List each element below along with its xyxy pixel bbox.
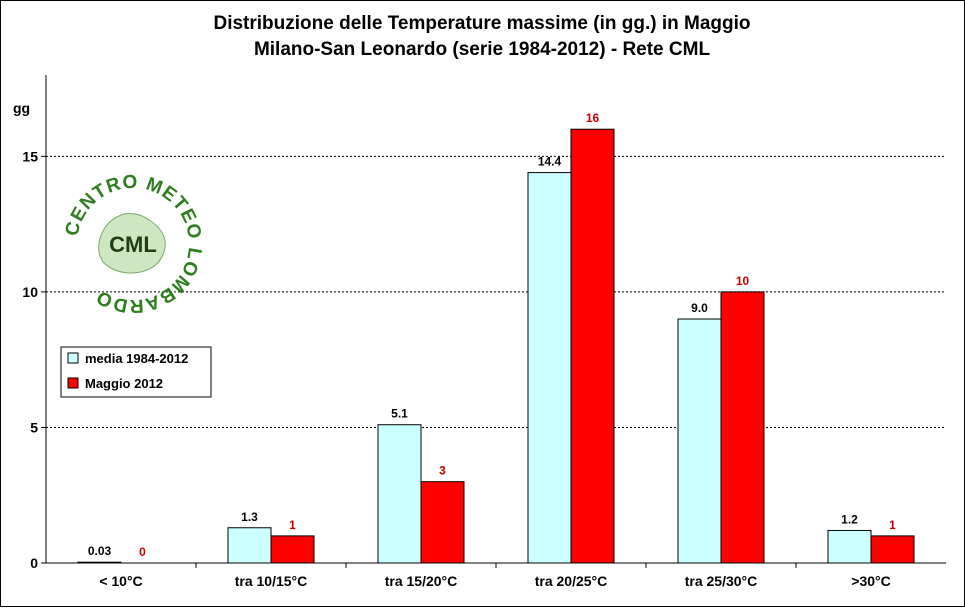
value-label-maggio: 0 xyxy=(139,545,146,559)
value-label-maggio: 3 xyxy=(439,464,446,478)
x-category-label: >30°C xyxy=(851,573,890,589)
x-category-label: tra 10/15°C xyxy=(235,573,308,589)
y-tick-label: 0 xyxy=(30,555,38,571)
bar-maggio xyxy=(720,291,765,564)
bar-media xyxy=(377,424,422,564)
bar-media xyxy=(677,318,722,564)
bars xyxy=(77,128,915,564)
legend-box xyxy=(60,346,212,398)
value-label-media: 14.4 xyxy=(538,155,562,169)
value-label-maggio: 1 xyxy=(289,518,296,532)
y-tick-label: 5 xyxy=(30,419,38,435)
legend: media 1984-2012 Maggio 2012 xyxy=(60,346,212,398)
bar-media xyxy=(527,172,572,564)
value-label-media: 5.1 xyxy=(391,407,408,421)
value-label-media: 0.03 xyxy=(88,544,112,558)
legend-label-maggio: Maggio 2012 xyxy=(85,376,163,391)
bar-media xyxy=(227,527,272,564)
bar-maggio xyxy=(870,535,915,564)
y-tick-label: 15 xyxy=(22,148,38,164)
y-tick-label: 10 xyxy=(22,284,38,300)
chart-title: Distribuzione delle Temperature massime … xyxy=(213,13,750,34)
legend-swatch-media xyxy=(67,352,79,364)
chart-subtitle: Milano-San Leonardo (serie 1984-2012) - … xyxy=(254,39,711,60)
x-category-label: tra 25/30°C xyxy=(685,573,758,589)
y-axis-label: gg xyxy=(13,100,30,116)
legend-label-media: media 1984-2012 xyxy=(85,351,188,366)
value-label-maggio: 10 xyxy=(736,274,750,288)
bar-maggio xyxy=(570,128,615,564)
bar-maggio xyxy=(420,481,465,564)
x-category-label: < 10°C xyxy=(99,573,142,589)
x-category-labels: < 10°C tra 10/15°C tra 15/20°C tra 20/25°C t… xyxy=(99,563,891,589)
logo-center-text: CML xyxy=(109,232,157,257)
value-label-maggio: 16 xyxy=(586,111,600,125)
value-labels: 0.03 0 1.3 1 5.1 3 14.4 16 9.0 10 1.2 1 xyxy=(88,111,896,559)
value-label-media: 9.0 xyxy=(691,301,708,315)
x-category-label: tra 20/25°C xyxy=(535,573,608,589)
value-label-media: 1.2 xyxy=(841,512,858,526)
gridlines xyxy=(46,155,946,428)
legend-swatch-maggio xyxy=(67,377,79,389)
y-tick-labels: 0 5 10 15 xyxy=(22,148,46,571)
value-label-maggio: 1 xyxy=(889,518,896,532)
lombardy-map-icon xyxy=(98,212,166,274)
bar-media xyxy=(827,529,872,564)
bar-maggio xyxy=(270,535,315,564)
x-category-label: tra 15/20°C xyxy=(385,573,458,589)
cml-logo: CENTRO METEO LOMBARDO CML xyxy=(61,172,204,317)
axes xyxy=(45,75,946,564)
value-label-media: 1.3 xyxy=(241,510,258,524)
